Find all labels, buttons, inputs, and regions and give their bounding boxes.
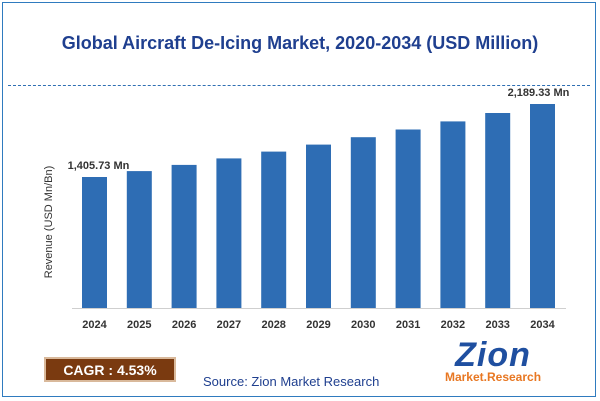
- bar-2032: [440, 121, 466, 309]
- x-tick-labels: 2024 2025 2026 2027 2028 2029 2030 2031 2032 2033…: [82, 319, 555, 331]
- x-tick-label: 2028: [261, 319, 285, 331]
- x-tick-label: 2031: [396, 319, 420, 331]
- x-tick-label: 2029: [306, 319, 330, 331]
- bar-2029: [306, 144, 331, 308]
- logo-main-text: Zion: [455, 336, 531, 374]
- x-tick-label: 2027: [217, 319, 241, 331]
- x-tick-label: 2033: [485, 319, 509, 331]
- bar-2030: [350, 137, 376, 308]
- chart-title: Global Aircraft De-Icing Market, 2020-20…: [61, 33, 539, 53]
- x-tick-label: 2032: [441, 319, 465, 331]
- x-tick-label: 2025: [127, 319, 151, 331]
- x-tick-label: 2024: [82, 319, 107, 331]
- zion-logo: Zion Market.Research: [437, 338, 549, 386]
- data-label-2024: 1,405.73 Mn: [68, 160, 130, 172]
- bar-2026: [171, 164, 197, 308]
- bars-group: [82, 104, 555, 309]
- data-labels: 1,405.73 Mn 2,189.33 Mn: [68, 87, 570, 172]
- bar-2031: [395, 129, 421, 308]
- bar-2034: [530, 104, 555, 308]
- bar-2028: [261, 151, 287, 308]
- dashed-separator: [8, 85, 590, 86]
- data-label-2034: 2,189.33 Mn: [508, 87, 570, 99]
- bar-2027: [216, 158, 242, 308]
- bar-2024: [82, 177, 107, 308]
- x-tick-label: 2030: [351, 319, 375, 331]
- x-tick-label: 2034: [530, 319, 555, 331]
- bar-2025: [126, 171, 152, 308]
- source-text: Source: Zion Market Research: [203, 374, 380, 389]
- cagr-badge: CAGR : 4.53%: [44, 357, 176, 382]
- x-tick-label: 2026: [172, 319, 196, 331]
- logo-sub-text: Market.Research: [444, 370, 542, 384]
- bar-2033: [485, 113, 511, 308]
